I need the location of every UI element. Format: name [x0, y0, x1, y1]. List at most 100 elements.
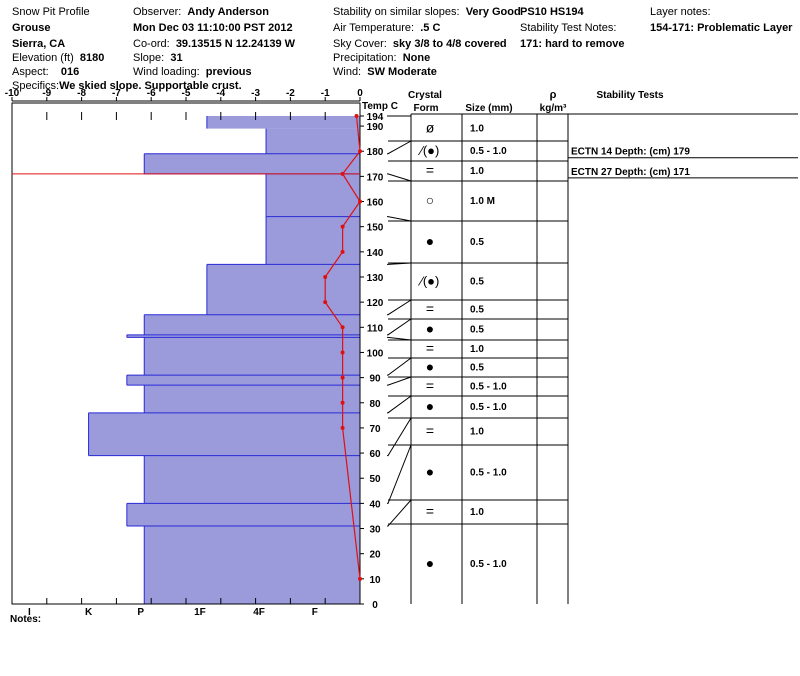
temp-point [358, 199, 362, 204]
height-tick-label: 50 [369, 474, 381, 485]
temp-point [323, 274, 328, 279]
crystal-size-value: 0.5 - 1.0 [470, 146, 507, 157]
temp-point [340, 350, 345, 355]
temp-tick-label: -8 [77, 88, 86, 99]
layer-connector [387, 140, 412, 155]
temp-tick-label: -10 [5, 88, 20, 99]
layer-connector [387, 357, 412, 376]
hardness-tick-label: I [28, 607, 31, 618]
crystal-form-symbol: ● [426, 398, 434, 414]
crystal-form-symbol: = [426, 503, 434, 519]
crystal-size-value: 1.0 [470, 166, 484, 177]
hardness-layer-bar [88, 412, 360, 456]
crystal-form-symbol: ● [426, 464, 434, 480]
height-tick-label: 120 [367, 298, 384, 309]
hardness-layer-bar [206, 116, 360, 129]
layer-connector [387, 216, 412, 222]
temp-point [340, 400, 345, 405]
aspect-value: 016 [60, 66, 80, 78]
height-tick-label: 150 [367, 223, 384, 234]
hardness-layer-bar [266, 173, 360, 217]
precip-value: None [402, 52, 431, 64]
height-tick-label: 10 [369, 575, 381, 586]
crystal-size-value: 0.5 [470, 277, 484, 288]
density-unit: kg/m³ [540, 103, 567, 114]
crystal-form-symbol: ● [426, 359, 434, 375]
temp-tick-label: -7 [112, 88, 121, 99]
crystal-form-symbol: ⁄(●) [418, 274, 440, 289]
hardness-layer-bar [144, 526, 360, 604]
specifics-label: Specifics: [12, 80, 60, 92]
hardness-tick-label: 4F [253, 607, 265, 618]
notes-label: Notes: [10, 614, 41, 625]
crystal-form-symbol: ⁄(●) [418, 143, 440, 158]
hardness-layer-bar [144, 314, 360, 335]
hardness-layer-bar [126, 334, 360, 338]
layer-connector [387, 417, 412, 457]
observer-label: Observer: [133, 6, 182, 18]
temp-point [354, 114, 359, 118]
crystal-size-value: 0.5 [470, 305, 484, 316]
temp-point [323, 300, 328, 305]
height-tick-label: 20 [369, 550, 381, 561]
crystal-size-value: 0.5 [470, 325, 484, 336]
temp-tick-label: -9 [42, 88, 51, 99]
stability-notes-value: 171: hard to remove [520, 38, 625, 50]
temp-point [358, 576, 362, 581]
height-tick-label: 90 [369, 374, 381, 385]
elevation-value: 8180 [79, 52, 105, 64]
height-tick-label: 160 [367, 198, 384, 209]
height-tick-label: 180 [367, 147, 384, 158]
air-temp-value: .5 C [420, 22, 441, 34]
form-column-header: Form [414, 103, 439, 114]
crystal-form-symbol: = [426, 378, 434, 394]
stability-value: Very Good [465, 6, 521, 18]
layer-notes-value: 154-171: Problematic Layer [650, 22, 793, 34]
specifics-row: Specifics:We skied slope. Supportable cr… [12, 79, 242, 93]
stability-test-label: ECTN 27 Depth: (cm) 171 [571, 167, 690, 178]
hardness-tick-label: 1F [194, 607, 206, 618]
height-tick-label: 194 [367, 112, 384, 123]
specifics-value: We skied slope. Supportable crust. [59, 80, 242, 92]
hardness-layer-bar [144, 337, 360, 376]
slope-value: 31 [170, 52, 183, 64]
observer-value: Andy Anderson [187, 6, 269, 18]
sky-label: Sky Cover: [333, 38, 387, 50]
crystal-form-symbol: = [426, 340, 434, 356]
temp-point [340, 375, 345, 380]
slope-label: Slope: [133, 52, 165, 64]
wind-label: Wind: [333, 66, 362, 78]
height-tick-label: 110 [367, 323, 384, 334]
layer-connector [387, 299, 412, 316]
hardness-tick-label: P [137, 607, 144, 618]
crystal-form-symbol: = [426, 423, 434, 439]
sky-row: Sky Cover: sky 3/8 to 4/8 covered [333, 37, 507, 51]
temp-point [340, 249, 345, 254]
hardness-layer-bar [126, 503, 360, 527]
temp-tick-label: -5 [182, 88, 191, 99]
region: Sierra, CA [12, 38, 66, 50]
crystal-size-value: 1.0 [470, 344, 484, 355]
height-tick-label: 100 [367, 348, 384, 359]
temp-tick-label: -3 [251, 88, 260, 99]
precip-label: Precipitation: [333, 52, 397, 64]
crystal-size-value: 0.5 [470, 237, 484, 248]
crystal-form-symbol: ● [426, 555, 434, 571]
elevation-label: Elevation (ft) [12, 52, 74, 64]
stability-test-label: ECTN 14 Depth: (cm) 179 [571, 147, 690, 158]
location-name: Grouse [12, 22, 51, 34]
crystal-size-value: 0.5 [470, 363, 484, 374]
crystal-size-value: 1.0 [470, 507, 484, 518]
crystal-size-value: 0.5 - 1.0 [470, 382, 507, 393]
hardness-tick-label: F [312, 607, 318, 618]
datetime: Mon Dec 03 11:10:00 PST 2012 [133, 22, 293, 34]
height-tick-label: 170 [367, 172, 384, 183]
height-tick-label: 30 [369, 525, 381, 536]
ps-value: PS10 HS194 [520, 6, 584, 18]
wind-loading-value: previous [205, 66, 252, 78]
crystal-size-value: 1.0 M [470, 196, 495, 207]
crystal-form-symbol: ø [426, 120, 435, 136]
height-tick-label: 190 [367, 122, 384, 133]
hardness-tick-label: K [85, 607, 93, 618]
